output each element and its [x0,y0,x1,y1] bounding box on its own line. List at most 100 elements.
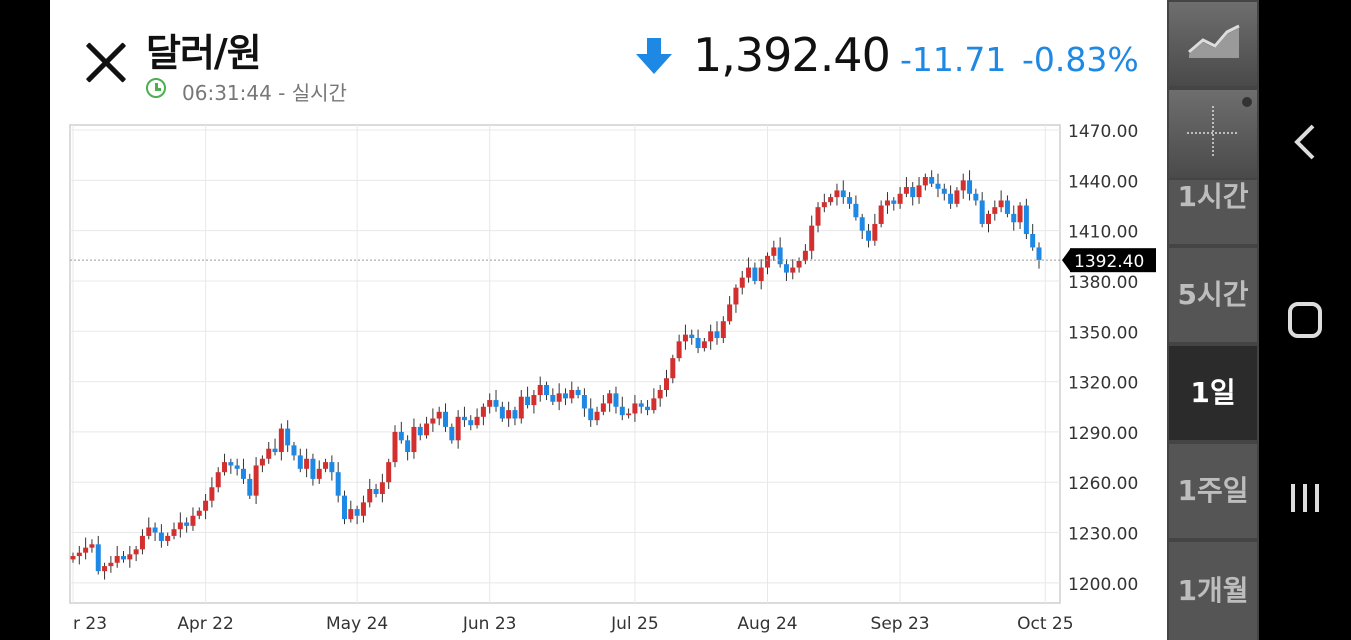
candle-body [297,455,303,469]
candle-body [954,190,960,204]
candle-body [411,426,417,453]
candle-body [196,510,202,516]
candle-body [316,468,322,479]
recents-icon[interactable] [1281,476,1329,520]
x-tick-label: Oct 25 [1017,614,1073,634]
candle-body [1030,234,1036,248]
y-tick-label: 1410.00 [1068,223,1138,243]
candle-body [392,431,398,463]
candle-body [1023,205,1029,235]
candle-body [941,188,947,194]
candle-body [259,458,265,466]
candle-body [461,416,467,421]
candle-body [89,544,95,548]
interval-5h-button[interactable]: 5시간 [1169,248,1257,342]
candle-body [594,411,600,421]
candle-body [581,395,587,409]
candle-body [177,522,183,530]
candle-body [878,205,884,224]
candle-body [657,389,663,399]
candle-body [518,396,524,419]
crosshair-icon [1187,97,1252,158]
candle-body [512,410,518,419]
home-icon[interactable] [1281,298,1329,342]
x-tick-label: Apr 22 [177,614,233,634]
interval-1h-button[interactable]: 1시간 [1169,150,1257,244]
candle-body [638,403,644,407]
candle-body [531,395,537,406]
candle-body [367,488,373,503]
candle-body [70,556,76,560]
interval-1m-button[interactable]: 1개월 [1169,542,1257,640]
candle-body [708,331,714,342]
candle-body [228,462,234,466]
candle-body [291,445,297,456]
candle-body [783,264,789,273]
candle-body [992,207,998,214]
candle-body [796,260,802,268]
candle-body [354,509,360,516]
y-tick-label: 1200.00 [1068,575,1138,595]
y-tick-label: 1440.00 [1068,172,1138,192]
x-tick-label: Jun 23 [462,614,517,634]
candle-body [815,207,821,226]
candle-body [468,420,474,426]
line-chart-button[interactable] [1169,2,1257,86]
price-change-percent: -0.83% [1022,40,1139,79]
candle-body [948,193,954,204]
plot-area [69,124,1061,604]
candle-body [95,544,101,572]
candle-body [253,465,259,496]
candle-body [821,202,827,208]
candle-body [417,426,423,436]
candle-body [544,384,550,396]
candle-body [588,408,594,421]
candle-body [158,532,164,541]
candle-body [682,334,688,342]
candle-body [1036,247,1042,261]
candle-body [480,406,486,417]
candle-body [739,277,745,288]
candle-body [329,462,335,473]
back-icon[interactable] [1281,120,1329,164]
candle-body [83,547,89,553]
candle-body [600,403,606,412]
candlestick-chart[interactable]: 1200.00 1230.00 1260.00 1290.00 1320.00 1350.… [50,0,1167,640]
candle-body [651,398,657,411]
candle-body [910,187,916,198]
candle-body [676,341,682,359]
candle-body [474,416,480,426]
interval-1w-button[interactable]: 1주일 [1169,444,1257,538]
candle-body [209,487,215,501]
candle-body [663,378,669,390]
candle-body [746,267,752,278]
candle-body [847,197,853,204]
y-tick-label: 1470.00 [1068,122,1138,142]
candle-body [556,393,562,402]
candle-body [645,406,651,411]
interval-1d-button[interactable]: 1일 [1169,346,1257,440]
chart-toolbar: 1시간 5시간 1일 1주일 1개월 [1167,0,1259,640]
y-tick-label: 1290.00 [1068,424,1138,444]
candle-body [853,203,859,218]
candle-body [720,321,726,339]
candle-body [152,527,158,533]
candle-body [575,389,581,396]
candle-body [626,413,632,416]
candle-body [550,395,556,402]
candle-body [929,176,935,184]
candle-body [632,403,638,414]
candle-body [891,200,897,204]
candle-body [884,200,890,206]
candle-body [430,418,436,424]
candle-body [405,440,411,453]
x-tick-label: Aug 24 [737,614,797,634]
candle-body [613,393,619,407]
system-nav-bar [1259,0,1351,640]
candle-body [493,400,499,407]
candle-body [790,267,796,273]
candle-body [240,468,246,479]
candle-body [935,183,941,189]
candle-body [487,400,493,407]
candle-body [310,458,316,479]
